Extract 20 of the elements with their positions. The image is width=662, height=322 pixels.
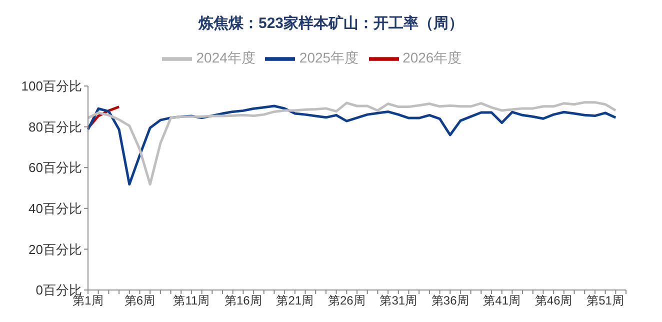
y-tick-label: 80百分比 bbox=[28, 119, 82, 134]
x-tick-label: 第21周 bbox=[276, 294, 314, 308]
y-tick-label: 40百分比 bbox=[28, 201, 82, 216]
x-tick-label: 第41周 bbox=[483, 294, 521, 308]
x-tick-label: 第36周 bbox=[431, 294, 469, 308]
x-tick-label: 第31周 bbox=[380, 294, 418, 308]
x-tick-label: 第11周 bbox=[173, 294, 210, 308]
x-tick-label: 第51周 bbox=[586, 294, 624, 308]
y-tick-label: 60百分比 bbox=[28, 160, 82, 176]
legend-label: 2025年度 bbox=[299, 50, 359, 66]
y-tick-label: 20百分比 bbox=[28, 242, 82, 257]
y-tick-label: 100百分比 bbox=[21, 78, 82, 94]
x-tick-label: 第26周 bbox=[328, 294, 366, 308]
chart-title: 炼焦煤：523家样本矿山：开工率（周） bbox=[197, 14, 465, 34]
legend-label: 2026年度 bbox=[402, 50, 462, 66]
legend-label: 2024年度 bbox=[196, 50, 256, 66]
x-tick-label: 第16周 bbox=[224, 294, 262, 308]
x-tick-label: 第6周 bbox=[124, 294, 156, 308]
x-tick-label: 第1周 bbox=[72, 294, 104, 308]
x-tick-label: 第46周 bbox=[534, 294, 572, 308]
